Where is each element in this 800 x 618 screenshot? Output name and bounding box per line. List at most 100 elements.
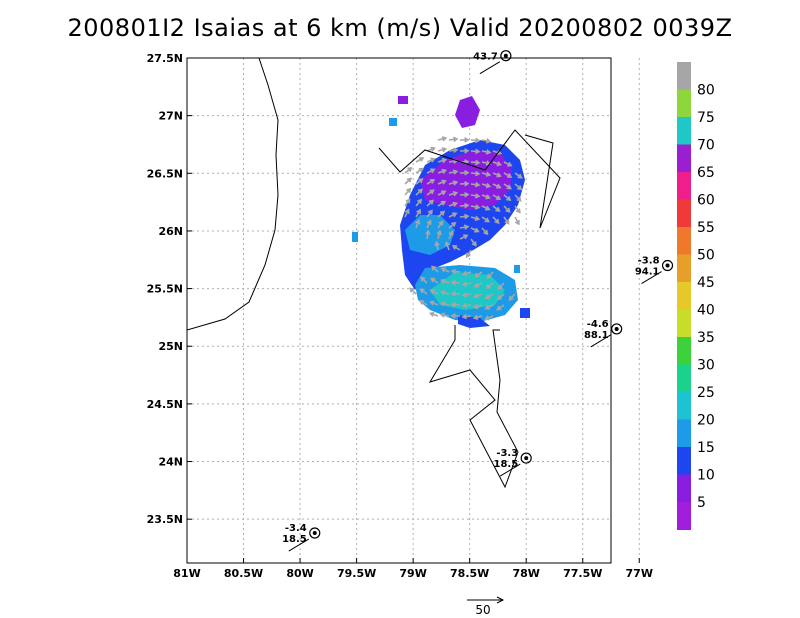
wind-vector-head [485, 194, 491, 200]
station-markers: 43.7-3.894.1-4.688.1-3.318.5-3.418.5 [282, 50, 674, 552]
station-label: 43.7 [473, 52, 498, 63]
wind-vector-head [439, 289, 446, 296]
echo-west-1 [352, 232, 358, 242]
wind-vector-head [485, 182, 492, 189]
wind-vector-head [452, 169, 459, 175]
wind-vector-head [416, 208, 421, 215]
station-ring [309, 527, 321, 539]
colorbar-label: 10 [697, 468, 715, 484]
wind-vector-head [496, 295, 502, 301]
wind-vector-head [409, 287, 415, 293]
wind-vector-head [441, 147, 448, 153]
wind-vector-head [517, 185, 523, 191]
wind-vector-head [406, 177, 412, 183]
x-tick-label: 79W [399, 567, 426, 580]
wind-vector-head [439, 301, 446, 307]
wind-vector-head [444, 241, 450, 247]
colorbar-label: 5 [697, 495, 706, 511]
wind-vector-head [417, 188, 423, 194]
wind-vector-head [495, 195, 502, 200]
wind-vector-head [516, 196, 522, 202]
wind-vector-head [495, 206, 501, 212]
wind-vector-head [430, 146, 436, 152]
colorbar-label: 70 [697, 138, 715, 154]
colorbar-swatch [677, 254, 691, 283]
wind-vector-head [418, 167, 424, 173]
colorbar-label: 55 [697, 220, 715, 236]
y-tick-label: 24.5N [147, 398, 183, 411]
wind-vector-head [474, 170, 481, 177]
station-barb [479, 61, 501, 75]
wind-vector-head [418, 157, 425, 162]
wind-vector-head [475, 159, 481, 166]
wind-vector-head [451, 245, 458, 250]
grid-lines [186, 57, 640, 563]
wind-vector-head [419, 288, 425, 294]
wind-vector-head [452, 180, 459, 186]
station-ring [500, 50, 512, 62]
colorbar-label: 20 [697, 413, 715, 429]
wind-vector-head [508, 295, 514, 301]
wind-vector-head [473, 282, 479, 288]
station-label: -3.8 [638, 256, 660, 267]
wind-vector-head [440, 278, 446, 284]
wind-vector-head [464, 148, 470, 154]
wind-vector-head [473, 293, 479, 299]
echo-north-2 [389, 118, 397, 126]
x-tick-label: 77W [626, 567, 653, 580]
wind-vector-head [464, 191, 470, 198]
colorbar-label: 15 [697, 440, 715, 456]
wind-field-north-spur [455, 96, 480, 128]
station-label: 18.5 [282, 534, 307, 545]
wind-vector-head [474, 181, 481, 188]
wind-vector-head [484, 304, 490, 310]
wind-vector-head [448, 230, 454, 236]
wind-vector-head [496, 172, 502, 178]
wind-vector-head [426, 219, 432, 225]
wind-vector-head [486, 273, 492, 280]
wind-vector-head [474, 204, 481, 210]
station-marker: -3.318.5 [494, 448, 532, 477]
colorbar-label: 65 [697, 165, 715, 181]
wind-vector-head [450, 302, 456, 308]
x-tick-label: 80W [286, 567, 313, 580]
wind-vector-head [452, 136, 459, 143]
wind-vector-head [463, 213, 470, 220]
wind-vector-head [496, 183, 502, 189]
wind-vector-head [497, 284, 503, 291]
y-tick-label: 26N [158, 225, 183, 238]
colorbar-label: 35 [697, 330, 715, 346]
wind-vector-head [430, 265, 437, 271]
colorbar-label: 50 [697, 248, 715, 264]
wind-vector-head [461, 313, 468, 320]
flight-track [378, 129, 561, 489]
station-label: 88.1 [584, 330, 609, 341]
station-barb [641, 271, 662, 284]
wind-vector-head [429, 189, 435, 195]
wind-vector-head [514, 220, 520, 226]
wind-vector-head [485, 283, 491, 289]
wind-vector-head [464, 181, 470, 187]
colorbar-swatch [677, 117, 691, 145]
wind-vector-head [507, 161, 513, 167]
wind-vector-head [428, 199, 435, 205]
colorbar: 80 75 70 65 60 55 50 45 40 35 30 25 20 15 10 5 [677, 62, 715, 530]
wind-vector-head [506, 173, 513, 178]
colorbar-swatch [677, 89, 691, 118]
colorbar-label: 40 [697, 303, 715, 319]
colorbar-swatch [677, 474, 691, 503]
wind-vector-head [430, 157, 436, 163]
x-tick-label: 81W [173, 567, 200, 580]
wind-vector-head [517, 173, 523, 179]
wind-vector-head [506, 184, 512, 190]
wind-vector-head [418, 300, 425, 305]
station-label: -4.6 [587, 319, 609, 330]
wind-vector-head [418, 178, 424, 184]
colorbar-label: 60 [697, 193, 715, 209]
florida-coastline [187, 58, 279, 331]
wind-vector-head [484, 315, 490, 321]
station-center [665, 263, 670, 268]
y-tick-label: 27.5N [147, 52, 183, 65]
echo-north-1 [398, 96, 408, 104]
